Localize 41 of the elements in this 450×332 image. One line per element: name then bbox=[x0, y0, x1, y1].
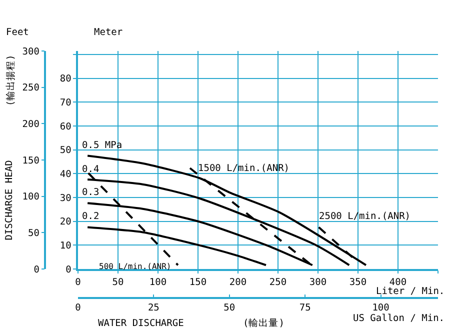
text: (輸出量) bbox=[243, 317, 284, 329]
series-label: 0.2 bbox=[82, 211, 100, 222]
x-axis-title: Liter / Min. bbox=[376, 286, 445, 297]
y-tick-label: 0 bbox=[66, 264, 72, 276]
series-label: 0.3 bbox=[82, 187, 100, 198]
y-tick-label: 30 bbox=[60, 192, 72, 204]
x2-tick-label: 100 bbox=[372, 302, 390, 314]
y-tick-label: 50 bbox=[60, 145, 72, 156]
text: DISCHARGE HEAD bbox=[4, 160, 16, 240]
y-tick-label: 10 bbox=[60, 240, 72, 252]
x-tick-label: 150 bbox=[189, 277, 207, 288]
y2-tick-label: 250 bbox=[22, 82, 40, 94]
x2-tick-label: 0 bbox=[75, 302, 82, 314]
x-tick-label: 50 bbox=[112, 277, 124, 288]
text: (輸出揚程) bbox=[4, 54, 16, 106]
x-tick-label: 400 bbox=[389, 277, 407, 288]
y2-axis-title: Feet bbox=[6, 27, 29, 38]
x2-tick-label: 25 bbox=[148, 302, 160, 314]
x-tick-label: 100 bbox=[149, 277, 167, 288]
y-tick-label: 60 bbox=[60, 121, 72, 132]
x-tick-label: 300 bbox=[309, 277, 327, 288]
y-tick-label: 40 bbox=[60, 168, 72, 180]
y-axis-title: Meter bbox=[94, 27, 123, 38]
y2-tick-label: 50 bbox=[28, 228, 40, 239]
y-tick-label: 70 bbox=[60, 97, 72, 108]
text: WATER DISCHARGE bbox=[98, 318, 184, 329]
x-tick-label: 250 bbox=[269, 277, 287, 288]
y2-tick-label: 0 bbox=[34, 264, 40, 276]
x-tick-label: 0 bbox=[75, 277, 82, 288]
y2-tick-label: 300 bbox=[22, 46, 40, 58]
y2-tick-label: 200 bbox=[22, 119, 40, 130]
x2-tick-label: 50 bbox=[224, 302, 236, 314]
y-tick-label: 20 bbox=[60, 216, 72, 228]
x-tick-label: 200 bbox=[229, 277, 247, 288]
y2-tick-label: 150 bbox=[22, 155, 40, 166]
x2-axis-title: US Gallon / Min. bbox=[353, 313, 445, 324]
x-tick-label: 350 bbox=[349, 277, 367, 288]
x2-tick-label: 75 bbox=[299, 302, 311, 314]
y2-tick-label: 100 bbox=[22, 192, 40, 203]
series-label: 0.4 bbox=[82, 164, 100, 175]
y-tick-label: 80 bbox=[60, 74, 72, 85]
